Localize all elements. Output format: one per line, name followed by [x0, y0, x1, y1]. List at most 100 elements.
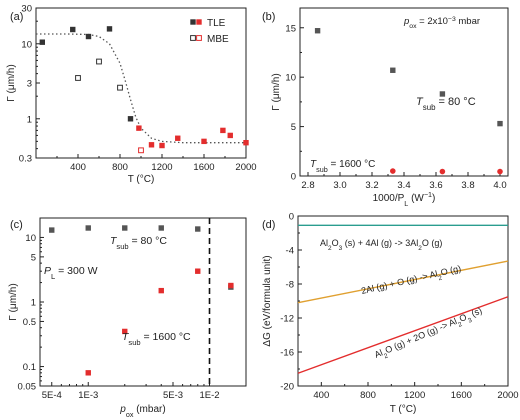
panel-c-power-annotation: PL = 300 W: [44, 265, 98, 281]
panel-b-point: [390, 67, 396, 73]
panel-a-legend-mbe-marker-red: [196, 35, 202, 41]
panel-b-point: [314, 28, 321, 34]
panel-c-point: [85, 370, 91, 376]
panel-a-legend-tle-marker-dark: [190, 19, 196, 25]
panel-a-tle-point: [85, 33, 92, 40]
panel-d-ytick-label: 0: [289, 212, 294, 223]
panel-c-point: [228, 282, 234, 289]
panel-a-mbe-point: [117, 84, 123, 91]
panel-a-xtick-label: 800: [112, 162, 128, 173]
panel-d-xtick-label: 400: [313, 390, 329, 401]
panel-d-xlabel: T (°C): [390, 404, 417, 415]
panel-a-fit-curve: [36, 33, 246, 144]
panel-d-line-label-0: Al2O3 (s) + 4Al (g) -> 3Al2O (g): [320, 238, 442, 252]
panel-c-xtick-label: 1E-3: [78, 390, 98, 401]
panel-d-ytick-label: -20: [280, 382, 294, 393]
panel-a-xtick-label: 2000: [235, 162, 256, 173]
panel-c-ytick-label: 1: [31, 298, 36, 309]
panel-a-tle-point: [159, 142, 165, 149]
panel-d-xtick-label: 1200: [404, 390, 425, 401]
panel-a-legend-tle-marker-red: [196, 19, 202, 25]
panel-b-point: [497, 120, 503, 127]
panel-a-letter: (a): [10, 11, 23, 23]
panel-c-ytick-label: 0.05: [18, 382, 37, 393]
panel-b-ytick-label: 10: [285, 73, 296, 84]
panel-c-point: [122, 225, 128, 231]
panel-a-xtick-label: 400: [70, 162, 86, 173]
panel-a-ylabel: Γ (μm/h): [6, 64, 17, 101]
panel-d-line-label-1: 2Al (g) + O (g) -> Al2O (g): [360, 263, 463, 299]
panel-a-ytick-label: 30: [21, 4, 32, 15]
panel-b-xtick-label: 3.0: [333, 180, 346, 191]
panel-a-tle-point: [136, 125, 142, 131]
panel-d-ylabel: ΔG (eV/formula unit): [262, 255, 273, 346]
panel-c-point: [49, 227, 55, 233]
panel-a-legend-mbe-marker-dark: [190, 35, 196, 41]
panel-b-frame: [299, 7, 509, 177]
panel-b-point: [439, 91, 446, 97]
panel-c-point: [195, 268, 201, 274]
panel-b-ytick-label: 15: [285, 23, 296, 34]
panel-a-ytick-label: 0.3: [19, 154, 32, 165]
panel-d-line-2: [297, 296, 509, 374]
panel-d-line-1: [297, 260, 509, 304]
panel-d-xtick-label: 800: [360, 390, 376, 401]
panel-a-xtick-label: 1600: [193, 162, 214, 173]
panel-a-legend-mbe-label: MBE: [207, 34, 229, 45]
panel-a-tle-point: [70, 26, 76, 33]
panel-d-letter: (d): [262, 219, 275, 231]
panel-c-ytick-label: 5: [31, 252, 36, 263]
panel-c-ytick-label: 0.1: [23, 362, 36, 373]
panel-c-xtick-label: 5E-3: [163, 390, 183, 401]
panel-d-ytick-label: -8: [286, 280, 294, 291]
panel-a-xlabel: T (°C): [128, 174, 155, 185]
panel-c-ytick-label: 0.5: [23, 317, 36, 328]
panel-c-xlabel: pox (mbar): [119, 404, 165, 419]
panel-a-tle-point: [106, 26, 113, 32]
panel-b-xlabel: 1000/PL (W−1): [373, 190, 436, 208]
panel-b-xtick-label: 3.8: [461, 180, 474, 191]
panel-c-annotation-1600c: Tsub = 1600 °C: [122, 331, 191, 347]
panel-b-xtick-label: 3.2: [365, 180, 378, 191]
panel-a-tle-point: [175, 135, 181, 141]
panel-c-xtick-label: 5E-4: [42, 390, 62, 401]
panel-b-ytick-label: 0: [291, 172, 296, 183]
panel-d-line-label-2: Al2O (g) + 2O (g) -> Al2O3 (s): [373, 305, 485, 363]
panel-a-ytick-label: 10: [21, 39, 32, 50]
panel-c-xtick-label: 1E-2: [199, 390, 219, 401]
panel-b-xtick-label: 4.0: [493, 180, 506, 191]
panel-c-point: [158, 225, 164, 231]
panel-b-annotation-1600c: Tsub = 1600 °C: [310, 159, 375, 174]
panel-c-ytick-label: 10: [25, 233, 36, 244]
panel-b-xtick-label: 3.4: [397, 180, 410, 191]
panel-b-xtick-label: 3.6: [429, 180, 442, 191]
panel-a-mbe-point: [138, 147, 144, 154]
panel-a-mbe-point: [75, 75, 81, 81]
panel-c-ylabel: Γ (μm/h): [8, 283, 19, 320]
panel-b-pressure-annotation: pox = 2x10−3 mbar: [403, 16, 480, 30]
panel-a-tle-point: [148, 142, 155, 148]
panel-b-annotation-80c: Tsub = 80 °C: [416, 96, 476, 112]
panel-d-ytick-label: -16: [280, 348, 294, 359]
panel-b-xtick-label: 2.8: [301, 180, 314, 191]
panel-b-ylabel: Γ (μm/h): [271, 73, 282, 110]
panel-a-tle-point: [220, 127, 226, 134]
panel-c-annotation-80c: Tsub = 80 °C: [110, 235, 167, 251]
panel-b-ytick-label: 5: [291, 122, 296, 133]
panel-b-point: [439, 168, 446, 175]
panel-d-xtick-label: 1600: [451, 390, 472, 401]
panel-b-point: [497, 168, 503, 175]
panel-a-tle-point: [39, 39, 45, 45]
panel-d-xtick-label: 2000: [497, 390, 518, 401]
panel-a-legend-tle-label: TLE: [207, 18, 226, 29]
panel-a-tle-point: [201, 138, 207, 145]
panel-d-ytick-label: -4: [286, 246, 294, 257]
panel-a-mbe-point: [96, 58, 102, 65]
panel-a-tle-point: [243, 139, 249, 146]
panel-b-letter: (b): [262, 11, 275, 23]
panel-a-ytick-label: 3: [27, 79, 32, 90]
panel-c-letter: (c): [10, 219, 23, 231]
panel-c-point: [85, 225, 91, 231]
panel-a-xtick-label: 1200: [151, 162, 172, 173]
panel-a-tle-point: [227, 132, 233, 139]
